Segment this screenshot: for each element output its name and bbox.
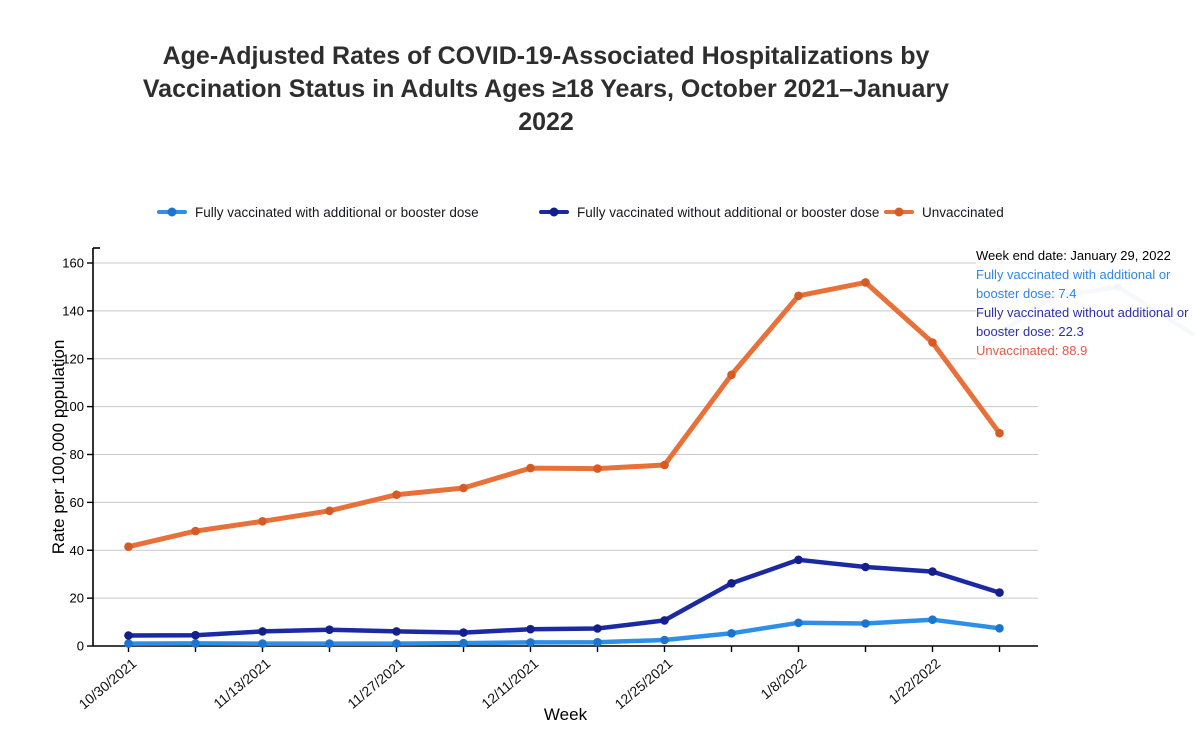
data-point-unvaccinated[interactable] (727, 370, 736, 380)
chart-title-line: 2022 (518, 108, 574, 136)
y-tick-label: 100 (62, 399, 84, 414)
data-point-fully-vaccinated-without-additional-or-booster-dose[interactable] (660, 616, 669, 625)
legend-marker-line (884, 207, 914, 217)
x-tick-label: 11/27/2021 (344, 655, 407, 712)
y-tick-label: 20 (70, 591, 84, 606)
hover-tooltip: Week end date: January 29, 2022 Fully vac… (976, 246, 1200, 360)
data-point-unvaccinated[interactable] (794, 291, 803, 301)
data-point-fully-vaccinated-with-additional-or-booster-dose[interactable] (593, 637, 602, 647)
chart-title-line: Age-Adjusted Rates of COVID-19-Associate… (162, 42, 930, 70)
tooltip-series-value: Fully vaccinated with additional or boos… (976, 267, 1171, 301)
y-tick-label: 80 (70, 447, 84, 462)
x-tick-label: 1/22/2022 (885, 655, 943, 707)
data-point-fully-vaccinated-without-additional-or-booster-dose[interactable] (995, 588, 1004, 597)
data-point-unvaccinated[interactable] (861, 278, 870, 287)
series-line-unvaccinated (126, 279, 1002, 550)
data-point-unvaccinated[interactable] (392, 490, 401, 500)
legend-marker-line (157, 207, 187, 217)
data-point-fully-vaccinated-with-additional-or-booster-dose[interactable] (392, 639, 401, 648)
legend-marker-dot (549, 207, 559, 217)
data-point-unvaccinated[interactable] (258, 517, 267, 526)
tooltip-series-value: Unvaccinated: 88.9 (976, 343, 1088, 358)
data-point-fully-vaccinated-without-additional-or-booster-dose[interactable] (124, 631, 133, 640)
series-line-fully-vaccinated-without-additional-or-booster-dose (126, 557, 1002, 638)
data-point-unvaccinated[interactable] (325, 506, 334, 516)
data-point-fully-vaccinated-with-additional-or-booster-dose[interactable] (928, 615, 937, 624)
data-point-fully-vaccinated-with-additional-or-booster-dose[interactable] (258, 639, 267, 648)
x-tick-label: 11/13/2021 (210, 655, 273, 712)
data-point-fully-vaccinated-without-additional-or-booster-dose[interactable] (191, 630, 200, 640)
series-line-fully-vaccinated-with-additional-or-booster-dose (126, 617, 1002, 646)
tooltip-week-label: Week end date: January 29, 2022 (976, 248, 1171, 263)
x-axis-title: Week (544, 705, 588, 724)
data-point-unvaccinated[interactable] (191, 526, 200, 536)
data-point-unvaccinated[interactable] (928, 338, 937, 347)
y-tick-label: 0 (77, 639, 84, 654)
y-tick-label: 120 (62, 351, 84, 366)
data-point-fully-vaccinated-with-additional-or-booster-dose[interactable] (727, 629, 736, 638)
data-point-fully-vaccinated-with-additional-or-booster-dose[interactable] (124, 639, 133, 648)
data-point-fully-vaccinated-with-additional-or-booster-dose[interactable] (459, 638, 468, 648)
legend-marker-dot (894, 207, 904, 217)
data-point-fully-vaccinated-without-additional-or-booster-dose[interactable] (593, 624, 602, 633)
legend-item-unvaccinated[interactable]: Unvaccinated (884, 203, 1004, 221)
legend-marker-dot (167, 207, 177, 217)
data-point-fully-vaccinated-without-additional-or-booster-dose[interactable] (928, 567, 937, 576)
x-tick-label: 12/11/2021 (478, 655, 541, 712)
data-point-fully-vaccinated-without-additional-or-booster-dose[interactable] (526, 624, 535, 634)
legend-item-fully-vaccinated-with-additional-or-booster-dose[interactable]: Fully vaccinated with additional or boos… (157, 203, 479, 221)
data-point-fully-vaccinated-without-additional-or-booster-dose[interactable] (392, 627, 401, 636)
data-point-fully-vaccinated-with-additional-or-booster-dose[interactable] (794, 618, 803, 628)
legend-marker-line (539, 207, 569, 217)
data-point-unvaccinated[interactable] (593, 464, 602, 473)
y-tick-label: 40 (70, 543, 84, 558)
data-point-fully-vaccinated-with-additional-or-booster-dose[interactable] (526, 638, 535, 647)
x-tick-label: 1/8/2022 (757, 655, 809, 702)
x-tick-label: 10/30/2021 (75, 655, 139, 712)
data-point-fully-vaccinated-with-additional-or-booster-dose[interactable] (660, 635, 669, 645)
chart-title-line: Vaccination Status in Adults Ages ≥18 Ye… (142, 75, 950, 103)
data-point-fully-vaccinated-without-additional-or-booster-dose[interactable] (459, 628, 468, 637)
data-point-fully-vaccinated-with-additional-or-booster-dose[interactable] (995, 624, 1004, 633)
data-point-unvaccinated[interactable] (995, 428, 1004, 438)
data-point-fully-vaccinated-without-additional-or-booster-dose[interactable] (794, 555, 803, 565)
data-point-fully-vaccinated-with-additional-or-booster-dose[interactable] (191, 639, 200, 648)
data-point-fully-vaccinated-with-additional-or-booster-dose[interactable] (325, 639, 334, 648)
legend-item-label: Fully vaccinated without additional or b… (577, 204, 880, 220)
data-point-fully-vaccinated-without-additional-or-booster-dose[interactable] (861, 562, 870, 572)
data-point-unvaccinated[interactable] (660, 460, 669, 470)
data-point-fully-vaccinated-without-additional-or-booster-dose[interactable] (727, 579, 736, 588)
data-point-unvaccinated[interactable] (124, 542, 133, 551)
tooltip-series-value: Fully vaccinated without additional or b… (976, 305, 1189, 339)
chart-title: Age-Adjusted Rates of COVID-19-Associate… (0, 40, 1092, 139)
y-tick-label: 60 (70, 495, 84, 510)
x-tick-label: 12/25/2021 (611, 655, 675, 712)
y-tick-label: 160 (62, 256, 84, 271)
data-point-unvaccinated[interactable] (459, 483, 468, 493)
y-tick-label: 140 (62, 303, 84, 318)
data-point-fully-vaccinated-with-additional-or-booster-dose[interactable] (861, 619, 870, 628)
data-point-unvaccinated[interactable] (526, 463, 535, 473)
y-axis-title: Rate per 100,000 population (49, 340, 68, 555)
data-point-fully-vaccinated-without-additional-or-booster-dose[interactable] (325, 625, 334, 634)
legend-item-label: Fully vaccinated with additional or boos… (195, 204, 479, 220)
data-point-fully-vaccinated-without-additional-or-booster-dose[interactable] (258, 627, 267, 636)
legend-item-fully-vaccinated-without-additional-or-booster-dose[interactable]: Fully vaccinated without additional or b… (539, 203, 879, 221)
legend-item-label: Unvaccinated (922, 204, 1004, 220)
